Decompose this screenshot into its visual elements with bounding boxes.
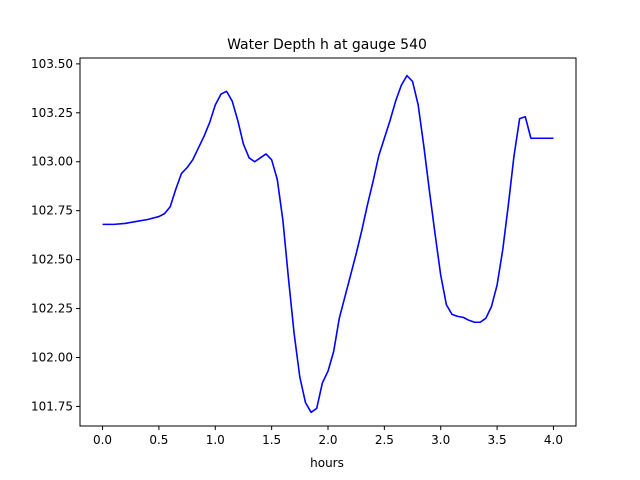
plot-area: 0.0 0.5 1.0 1.5 2.0 2.5 3.0 3.5 4.0 101.75 102.00 1… (31, 57, 577, 447)
x-tick-label: 2.5 (375, 433, 394, 447)
x-tick-label: 3.5 (488, 433, 507, 447)
chart-title: Water Depth h at gauge 540 (227, 37, 427, 53)
y-tick-label: 103.25 (31, 106, 73, 120)
x-tick-label: 1.5 (262, 433, 281, 447)
x-tick-label: 3.0 (431, 433, 450, 447)
series-line-0 (102, 74, 554, 414)
y-tick-label: 103.00 (31, 155, 73, 169)
y-tick-label: 101.75 (31, 399, 73, 413)
y-tick-label: 102.50 (31, 253, 73, 267)
x-axis-label: hours (310, 456, 344, 470)
x-tick-label: 1.0 (206, 433, 225, 447)
x-tick-label: 2.0 (318, 433, 337, 447)
x-tick-label: 0.0 (93, 433, 112, 447)
x-tick-label: 0.5 (149, 433, 168, 447)
y-tick-label: 102.00 (31, 350, 73, 364)
x-tick-label: 4.0 (544, 433, 563, 447)
y-tick-label: 103.50 (31, 57, 73, 71)
y-tick-label: 102.75 (31, 204, 73, 218)
y-tick-label: 102.25 (31, 302, 73, 316)
